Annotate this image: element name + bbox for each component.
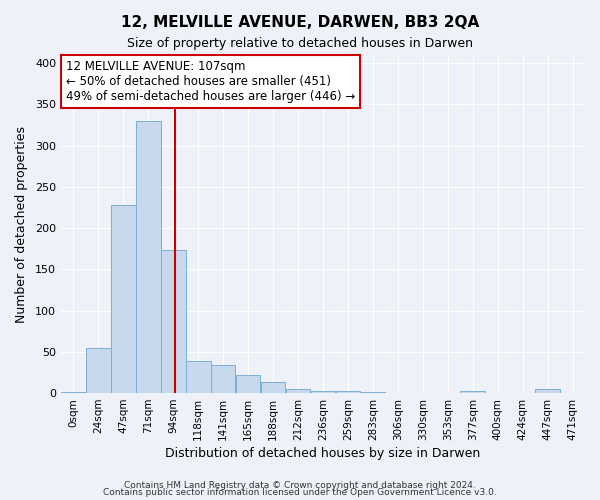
Text: Contains public sector information licensed under the Open Government Licence v3: Contains public sector information licen… [103,488,497,497]
Bar [311,390,335,393]
Bar [61,392,86,393]
Text: 12, MELVILLE AVENUE, DARWEN, BB3 2QA: 12, MELVILLE AVENUE, DARWEN, BB3 2QA [121,15,479,30]
Bar [211,365,235,393]
Bar [236,375,260,393]
Y-axis label: Number of detached properties: Number of detached properties [15,126,28,322]
Bar [361,392,385,393]
Text: Contains HM Land Registry data © Crown copyright and database right 2024.: Contains HM Land Registry data © Crown c… [124,480,476,490]
Bar [161,250,185,393]
Bar [261,382,286,393]
Bar [535,389,560,393]
Bar [186,361,211,393]
Text: 12 MELVILLE AVENUE: 107sqm
← 50% of detached houses are smaller (451)
49% of sem: 12 MELVILLE AVENUE: 107sqm ← 50% of deta… [66,60,355,103]
Bar [86,348,110,393]
Bar [460,392,485,393]
Text: Size of property relative to detached houses in Darwen: Size of property relative to detached ho… [127,38,473,51]
Bar [111,205,136,393]
Bar [335,392,360,393]
X-axis label: Distribution of detached houses by size in Darwen: Distribution of detached houses by size … [166,447,481,460]
Bar [286,389,310,393]
Bar [136,121,161,393]
